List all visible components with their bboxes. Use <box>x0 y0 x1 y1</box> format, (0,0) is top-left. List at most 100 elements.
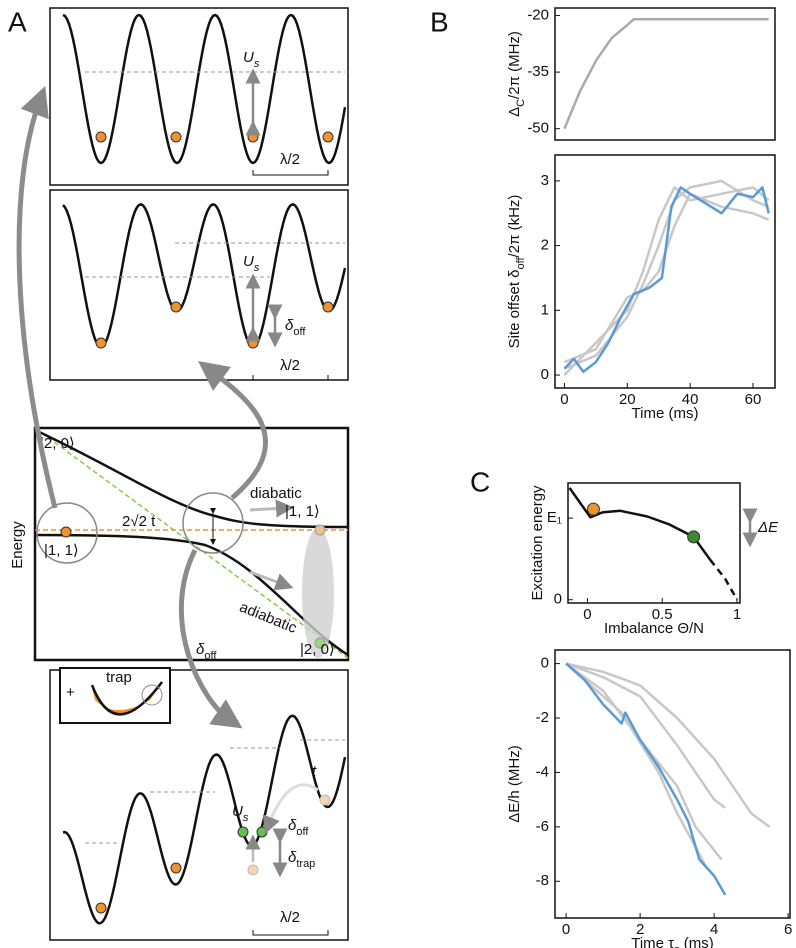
top-lattice: Us λ/2 <box>85 49 345 176</box>
label: δoff <box>285 317 306 338</box>
t: trap <box>296 858 315 870</box>
label-sub: C <box>515 99 527 107</box>
potential <box>62 714 347 925</box>
y-axis-label: Site offset δoff/2π (kHz) <box>506 195 527 349</box>
plus: + <box>66 684 75 701</box>
y-tick-label: -50 <box>527 120 549 137</box>
label-sub: s <box>674 944 680 948</box>
annotation: ΔE <box>757 519 779 536</box>
energy-diagram: |2, 0⟩ |1, 1⟩ |1, 1⟩ |2, 0⟩ 2√2 t diabat… <box>9 427 349 662</box>
mid-lattice: Us δoff λ/2 <box>85 242 345 381</box>
t: U <box>243 253 254 270</box>
x-tick-label: 2 <box>636 921 644 938</box>
y-tick-label: 0 <box>554 591 562 608</box>
y-axis-label: Excitation energy <box>529 485 546 601</box>
y-tick-label: -8 <box>536 872 549 889</box>
state-label: |1, 1⟩ <box>44 542 79 559</box>
series-line <box>563 186 770 376</box>
x-tick-label: 0 <box>560 391 568 408</box>
t: U <box>232 803 243 820</box>
label-part: Excitation energy <box>529 485 546 601</box>
bottom-lattice: Us t δoff δtrap λ/2 <box>85 739 345 936</box>
label-part: Site offset δ <box>506 269 523 348</box>
plot-frame <box>567 482 741 604</box>
t: U <box>243 49 254 66</box>
panel-label: B <box>430 6 449 37</box>
t: off <box>204 650 217 662</box>
frames <box>33 7 350 941</box>
label-part: /2π (MHz) <box>506 31 523 99</box>
label: Us <box>232 803 249 824</box>
plot-frame <box>554 7 776 141</box>
series-line <box>563 18 769 130</box>
label: Us <box>243 49 260 70</box>
series-line <box>568 487 712 561</box>
lattice-potentials <box>62 13 347 925</box>
x-tick-label: 1 <box>733 606 741 623</box>
y-tick-label: -6 <box>536 818 549 835</box>
series-line <box>565 662 723 861</box>
label: t <box>312 763 317 780</box>
y-tick-label: E₁ <box>547 509 562 526</box>
t: s <box>254 262 260 274</box>
t: δ <box>288 817 297 834</box>
x-axis-label: Time τs (ms) <box>631 935 714 948</box>
x-axis-label: Imbalance Θ/N <box>604 620 704 637</box>
potential <box>62 203 347 349</box>
series-line <box>565 662 727 896</box>
t: δ <box>285 317 294 334</box>
x-axis-label: Time (ms) <box>632 405 699 422</box>
t: off <box>296 826 309 838</box>
series-line <box>709 558 739 601</box>
label: δoff <box>196 641 217 662</box>
y-tick-label: 2 <box>541 237 549 254</box>
adiabatic-label: adiabatic <box>237 599 300 637</box>
label-sub: off <box>515 256 527 269</box>
y-tick-label: -2 <box>536 709 549 726</box>
trap-inset: + trap <box>59 667 171 724</box>
y-tick-label: -20 <box>527 7 549 24</box>
y-tick-label: 3 <box>541 172 549 189</box>
x-tick-label: 6 <box>784 921 792 938</box>
point <box>687 530 701 544</box>
y-tick-label: 0 <box>541 655 549 672</box>
y-tick-label: 0 <box>541 366 549 383</box>
x-tick-label: 60 <box>745 391 762 408</box>
label: δtrap <box>288 849 315 870</box>
transition-arrows <box>16 85 268 729</box>
label-part: Δ <box>506 107 523 117</box>
plot-frame <box>554 154 776 389</box>
series-line <box>565 662 708 869</box>
x-tick-label: 0.5 <box>652 606 673 623</box>
x-tick-label: 0 <box>583 606 591 623</box>
panel-label: A <box>8 6 27 37</box>
label: λ/2 <box>280 909 300 926</box>
state-label: |2, 0⟩ <box>40 435 75 452</box>
label: λ/2 <box>280 151 300 168</box>
diabatic-label: diabatic <box>250 485 302 502</box>
x-tick-label: 40 <box>682 391 699 408</box>
y-tick-label: -4 <box>536 763 549 780</box>
t: s <box>254 58 260 70</box>
x-tick-label: 4 <box>710 921 718 938</box>
label: Us <box>243 253 260 274</box>
y-tick-label: -35 <box>527 63 549 80</box>
panel-label: C <box>470 466 490 497</box>
state-label: |2, 0⟩ <box>300 641 335 658</box>
y-axis-label: ΔC/2π (MHz) <box>506 31 527 117</box>
potential <box>62 13 347 165</box>
label: λ/2 <box>280 357 300 374</box>
x-tick-label: 0 <box>562 921 570 938</box>
plot-frame <box>554 649 791 919</box>
t: off <box>293 326 306 338</box>
x-tick-label: 20 <box>619 391 636 408</box>
label-part: Time τ <box>631 935 674 948</box>
t: δ <box>196 641 205 658</box>
series-line <box>563 192 770 364</box>
series-line <box>565 662 726 809</box>
state-label: |1, 1⟩ <box>285 503 320 520</box>
label-part: /2π (kHz) <box>506 195 523 258</box>
y-axis-label: ΔE/h (MHz) <box>506 745 523 823</box>
